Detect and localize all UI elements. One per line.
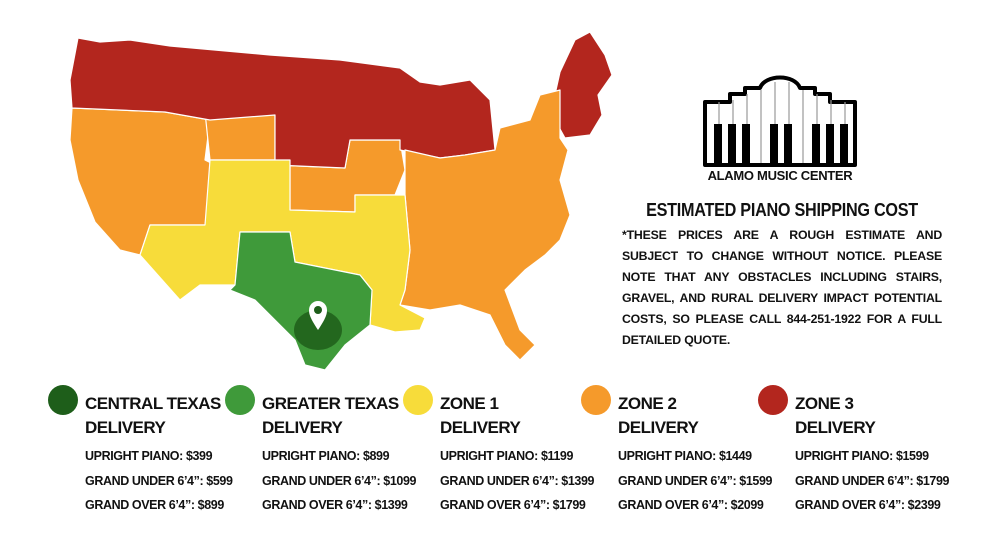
grand-over-price: GRAND OVER 6’4”: $1399 — [262, 498, 408, 512]
zone-name: ZONE 2 — [618, 394, 677, 413]
grand-under-price: GRAND UNDER 6’4”: $599 — [85, 473, 233, 488]
zone-2-east-region — [399, 89, 571, 361]
zone-color-swatch — [225, 385, 255, 415]
us-shipping-zone-map — [69, 31, 613, 371]
grand-under-price: GRAND UNDER 6’4”: $1799 — [795, 473, 950, 488]
zone-color-swatch — [581, 385, 611, 415]
upright-price: UPRIGHT PIANO: $399 — [85, 449, 213, 463]
upright-price: UPRIGHT PIANO: $1199 — [440, 449, 574, 463]
zone-suffix: DELIVERY — [618, 418, 699, 437]
location-pin-icon — [309, 301, 327, 330]
grand-over-price: GRAND OVER 6’4”: $2399 — [795, 498, 941, 512]
upright-price: UPRIGHT PIANO: $899 — [262, 449, 390, 463]
page-title: ESTIMATED PIANO SHIPPING COST — [646, 200, 918, 220]
zone-color-swatch — [758, 385, 788, 415]
zone-suffix: DELIVERY — [262, 418, 343, 437]
zone-3-new-england-region — [554, 31, 613, 139]
upright-price: UPRIGHT PIANO: $1449 — [618, 449, 752, 463]
zone-suffix: DELIVERY — [85, 418, 166, 437]
info-panel: ESTIMATED PIANO SHIPPING COST *THESE PRI… — [622, 200, 942, 351]
alamo-piano-keys-logo — [703, 75, 857, 167]
grand-under-price: GRAND UNDER 6’4”: $1099 — [262, 473, 417, 488]
grand-under-price: GRAND UNDER 6’4”: $1399 — [440, 473, 595, 488]
grand-under-price: GRAND UNDER 6’4”: $1599 — [618, 473, 773, 488]
zone-color-swatch — [48, 385, 78, 415]
disclaimer-text: *THESE PRICES ARE A ROUGH ESTIMATE AND S… — [622, 228, 942, 347]
grand-over-price: GRAND OVER 6’4”: $1799 — [440, 498, 586, 512]
zone-suffix: DELIVERY — [440, 418, 521, 437]
zone-color-swatch — [403, 385, 433, 415]
zone-name: CENTRAL TEXAS — [85, 394, 221, 413]
grand-over-price: GRAND OVER 6’4”: $899 — [85, 498, 224, 512]
grand-over-price: GRAND OVER 6’4”: $2099 — [618, 498, 764, 512]
zone-name: ZONE 3 — [795, 394, 854, 413]
zone-name: GREATER TEXAS — [262, 394, 399, 413]
upright-price: UPRIGHT PIANO: $1599 — [795, 449, 929, 463]
brand-name: ALAMO MUSIC CENTER — [707, 168, 853, 183]
zone-name: ZONE 1 — [440, 394, 499, 413]
zone-suffix: DELIVERY — [795, 418, 876, 437]
